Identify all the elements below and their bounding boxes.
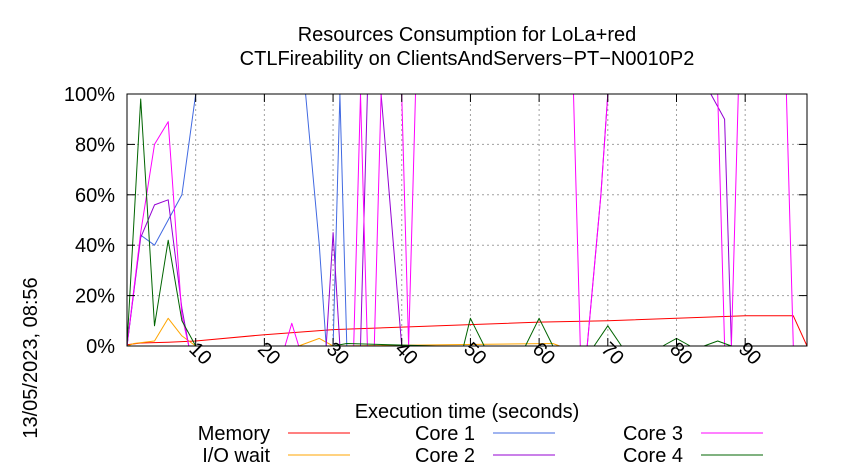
y-tick-label: 20%	[75, 286, 115, 308]
series-line-memory	[126, 315, 808, 347]
x-tick-label: 40	[390, 338, 421, 369]
y-axis: 0% 20% 40% 60% 80% 100%	[64, 84, 807, 358]
y-tick-label: 40%	[75, 235, 115, 257]
x-tick-label: 10	[184, 338, 215, 369]
x-tick-label: 90	[734, 338, 765, 369]
x-axis-label: Execution time (seconds)	[355, 401, 580, 423]
chart-subtitle: CTLFireability on ClientsAndServers−PT−N…	[240, 48, 695, 70]
chart-title: Resources Consumption for LoLa+red	[298, 24, 637, 46]
y-tick-label: 100%	[64, 84, 115, 106]
plot-frame	[126, 93, 808, 347]
x-tick-label: 80	[665, 338, 696, 369]
series-line-core-4	[126, 98, 807, 347]
legend-label: I/O wait	[202, 445, 270, 467]
series-line-core-2	[126, 93, 807, 347]
x-tick-label: 20	[253, 338, 284, 369]
x-tick-label: 60	[528, 338, 559, 369]
grid	[127, 94, 807, 346]
series-lines	[126, 93, 808, 347]
legend-label: Core 4	[623, 445, 683, 467]
series-line-core-1	[126, 93, 807, 347]
x-tick-label: 70	[597, 338, 628, 369]
legend-label: Core 2	[415, 445, 475, 467]
y-tick-label: 80%	[75, 134, 115, 156]
legend-label: Core 1	[415, 423, 475, 445]
legend-label: Core 3	[623, 423, 683, 445]
legend-label: Memory	[198, 423, 270, 445]
timestamp-label: 13/05/2023, 08:56	[20, 277, 42, 438]
series-line-core-3	[126, 93, 807, 347]
y-tick-label: 0%	[86, 336, 115, 358]
y-tick-label: 60%	[75, 185, 115, 207]
